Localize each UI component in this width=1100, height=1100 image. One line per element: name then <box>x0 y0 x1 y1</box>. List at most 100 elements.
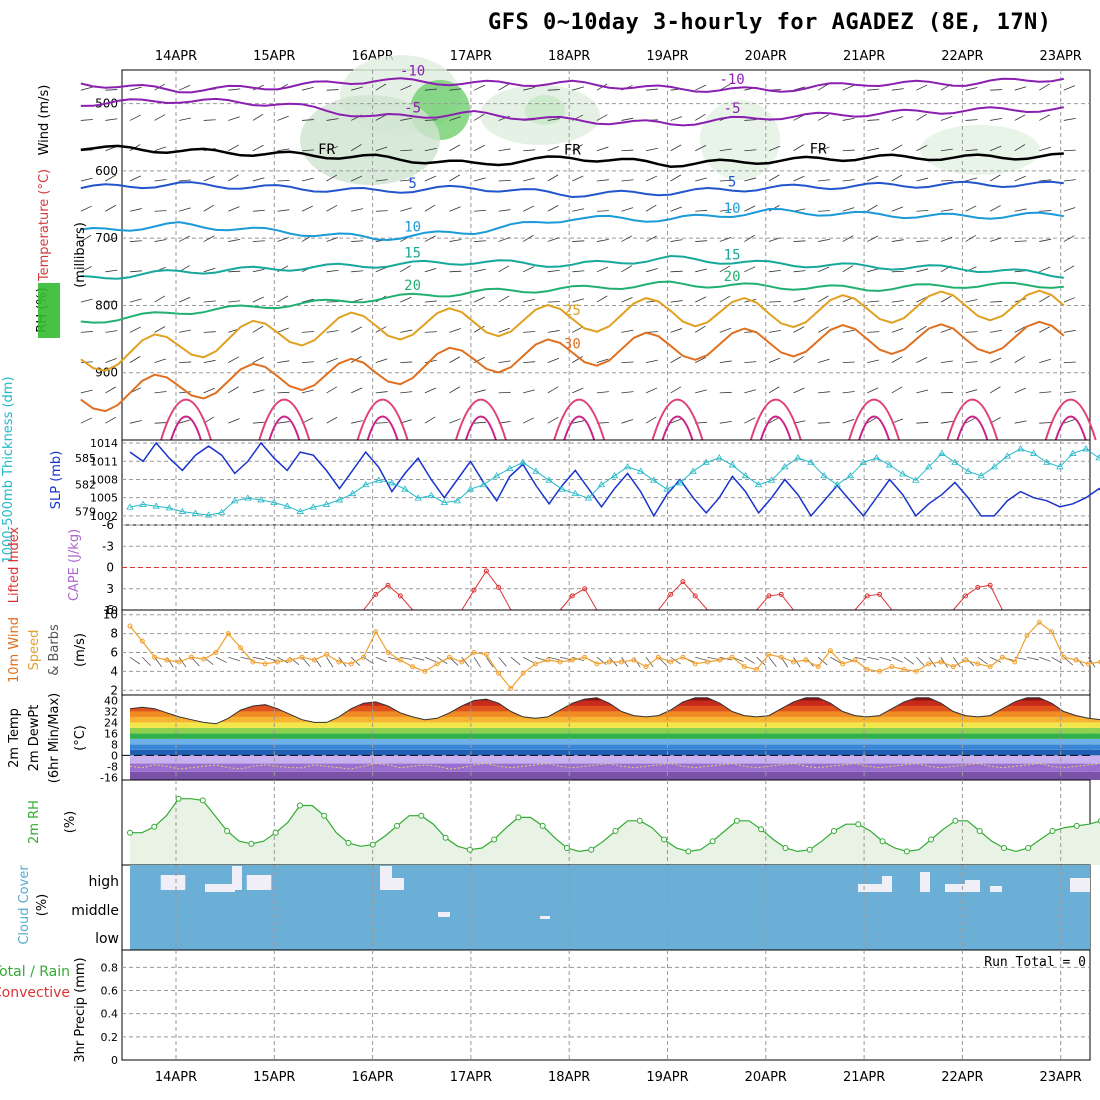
cloud-gap-high <box>246 875 260 890</box>
wind10m-point <box>139 638 145 644</box>
wind-barb <box>228 418 240 424</box>
wind10m-barb <box>793 657 801 668</box>
wind10m-point <box>1061 654 1067 660</box>
warm-loop <box>651 398 704 441</box>
bottom-day-label: 15APR <box>253 1070 295 1085</box>
lifted-index-point <box>385 582 391 588</box>
stability-panel: -6 -3 0 3 610 Lifted Index CAPE (J/kg) <box>7 518 1091 617</box>
wind10m-barb <box>879 656 892 661</box>
wind-barb <box>1014 326 1026 333</box>
wind10m-point <box>840 661 846 667</box>
wind-barb <box>105 330 118 333</box>
isotherm-line <box>80 207 1064 242</box>
wind-barb <box>719 391 732 394</box>
wind-barb <box>129 298 142 303</box>
wind-barb <box>1014 208 1027 212</box>
thickness-marker <box>859 458 868 465</box>
warm-loop <box>848 398 901 441</box>
wind10m-point <box>201 656 207 662</box>
wind-barb <box>474 421 487 424</box>
wind-barb <box>252 325 264 333</box>
warm-loop-inner <box>956 415 989 441</box>
wind-barb <box>744 417 756 424</box>
wind-barb <box>129 270 142 273</box>
wind10m-point <box>336 659 342 665</box>
axis-title-barbs: & Barbs <box>47 624 62 676</box>
wind-barb <box>1063 329 1076 333</box>
bottom-day-label: 19APR <box>646 1070 688 1085</box>
wind-barb <box>375 391 388 394</box>
rh2m-point <box>272 829 279 836</box>
thickness-tick-label: 585 <box>75 452 96 465</box>
wind-barb <box>400 117 413 121</box>
wind-barb <box>105 386 116 394</box>
wind-barb <box>277 391 290 394</box>
warm-loop <box>160 398 212 441</box>
wind-barb <box>817 114 829 121</box>
lifted-index-line <box>854 593 893 611</box>
wind-barb <box>768 386 780 394</box>
wind-barb <box>228 144 240 152</box>
axis-title-temp: 2m Temp <box>7 708 22 768</box>
rh2m-point <box>539 822 546 829</box>
wind10m-barb <box>400 656 413 660</box>
wind-barb <box>449 386 460 394</box>
isotherm-line <box>80 180 1064 199</box>
wind10m-barb <box>768 656 777 667</box>
wind-barb <box>301 298 314 303</box>
wind-barb <box>105 269 118 273</box>
wind10m-barb <box>387 656 400 661</box>
wind10m-point <box>1049 629 1055 635</box>
wind-barb <box>203 300 216 303</box>
wind10m-point <box>164 657 170 663</box>
wind10m-point <box>299 654 305 660</box>
rh2m-point <box>685 848 692 855</box>
wind10m-barb <box>277 656 289 664</box>
wind-barb <box>1063 391 1076 394</box>
wind-barb <box>744 266 756 273</box>
wind-barb <box>572 175 584 182</box>
wind-barb <box>375 114 387 121</box>
wind-barb <box>1039 179 1052 182</box>
wind-barb <box>695 177 707 182</box>
thickness-marker <box>676 479 684 486</box>
wind-barb <box>670 144 682 152</box>
wind-barb <box>965 299 978 303</box>
wind-barb <box>965 149 978 152</box>
temperature-band <box>130 705 1100 712</box>
pressure-tick-label: 800 <box>95 298 118 312</box>
wind-barb <box>375 210 388 212</box>
wind10m-point <box>864 667 870 672</box>
wind-barb <box>277 209 290 212</box>
cloud-level-label: middle <box>71 903 119 919</box>
wind-barb <box>572 270 585 273</box>
wind10m-point <box>471 650 477 655</box>
temperature-band <box>130 755 1100 764</box>
wind-barb <box>990 117 1003 121</box>
precip-tick-label: 0.4 <box>101 1008 119 1021</box>
temperature-band <box>130 771 1100 780</box>
lifted-index-point <box>483 568 489 574</box>
wind-barb <box>400 149 413 152</box>
rh2m-point <box>1073 822 1080 829</box>
wind-barb <box>449 239 462 242</box>
rh2m-point <box>369 841 376 848</box>
wind10m-point <box>999 654 1005 660</box>
wind-barb <box>965 234 976 242</box>
wind-barb <box>744 205 756 212</box>
wind-barb <box>105 204 117 212</box>
warm-loop <box>553 398 606 441</box>
wind10m-point <box>152 654 158 660</box>
slp-tick-label: 1011 <box>90 455 118 468</box>
wind10m-point <box>729 654 735 660</box>
wind-barb <box>498 360 511 364</box>
wind-barb <box>842 207 855 212</box>
wind10m-barb <box>1026 656 1039 661</box>
wind10m-barb <box>867 656 880 661</box>
warm-loop-inner <box>661 415 694 441</box>
pressure-tick-label: 600 <box>95 164 118 178</box>
wind10m-barb <box>1088 657 1096 668</box>
thickness-marker <box>1056 463 1064 470</box>
wind-barb <box>326 174 338 182</box>
wind-barb <box>326 357 338 364</box>
